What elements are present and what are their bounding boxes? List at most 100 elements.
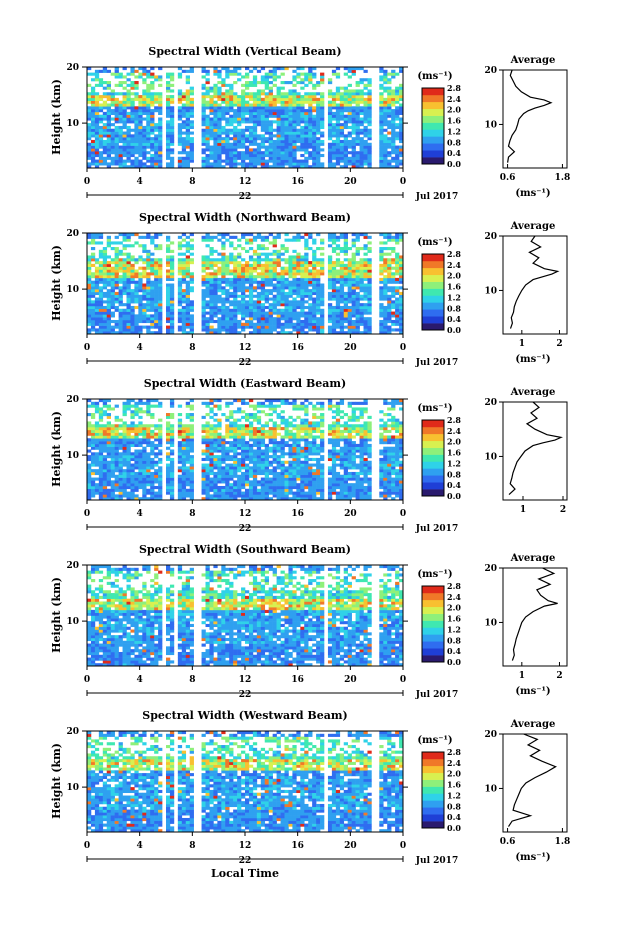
heatmap-cell: [87, 142, 92, 146]
heatmap-cell: [158, 100, 163, 104]
heatmap-cell: [146, 303, 151, 307]
heatmap-cell: [90, 311, 96, 315]
heatmap-cell: [154, 139, 159, 144]
heatmap-cell: [169, 471, 175, 476]
heatmap-cell: [308, 125, 313, 130]
heatmap-cell: [312, 106, 317, 110]
heatmap-cell: [260, 277, 266, 281]
heatmap-cell: [181, 480, 187, 484]
heatmap-cell: [399, 328, 404, 332]
heatmap-cell: [316, 317, 321, 321]
heatmap-cell: [304, 261, 309, 265]
heatmap-cell: [351, 238, 356, 242]
heatmap-cell: [177, 497, 183, 501]
heatmap-cell: [320, 241, 325, 245]
heatmap-cell: [126, 457, 131, 462]
heatmap-cell: [114, 117, 119, 121]
heatmap-cell: [134, 69, 139, 73]
heatmap-cell: [284, 137, 289, 141]
heatmap-cell: [387, 308, 392, 312]
heatmap-cell: [335, 305, 341, 310]
heatmap-cell: [110, 145, 115, 149]
heatmap-cell: [233, 261, 238, 265]
heatmap-cell: [399, 255, 404, 259]
heatmap-cell: [102, 466, 108, 470]
heatmap-cell: [229, 294, 234, 298]
heatmap-cell: [327, 305, 333, 310]
heatmap-cell: [320, 114, 325, 118]
heatmap-cell: [241, 266, 246, 270]
heatmap-cell: [292, 238, 297, 242]
heatmap-cell: [347, 289, 352, 293]
heatmap-cell: [260, 305, 266, 310]
heatmap-cell: [379, 294, 384, 298]
heatmap-cell: [110, 72, 115, 76]
heatmap-cell: [399, 233, 404, 237]
heatmap-cell: [217, 283, 222, 287]
heatmap-cell: [229, 117, 234, 121]
heatmap-cell: [237, 319, 242, 324]
heatmap-cell: [201, 483, 206, 487]
heatmap-cell: [138, 466, 143, 470]
heatmap-cell: [114, 277, 119, 281]
heatmap-cell: [335, 294, 341, 298]
heatmap-cell: [248, 266, 254, 270]
heatmap-cell: [154, 308, 159, 312]
heatmap-cell: [126, 483, 131, 487]
heatmap-cell: [201, 308, 206, 312]
heatmap-cell: [90, 457, 96, 462]
heatmap-cell: [142, 319, 147, 324]
heatmap-cell: [114, 291, 119, 296]
heatmap-cell: [229, 89, 234, 93]
heatmap-cell: [138, 415, 143, 419]
heatmap-cell: [166, 435, 171, 439]
heatmap-cell: [387, 142, 392, 146]
heatmap-cell: [276, 117, 281, 121]
heatmap-cell: [138, 325, 143, 329]
heatmap-cell: [189, 449, 194, 453]
heatmap-cell: [181, 156, 187, 160]
x-tick-label: 0: [84, 177, 90, 187]
heatmap-cell: [169, 474, 175, 478]
heatmap-cell: [98, 452, 104, 456]
heatmap-cell: [312, 139, 317, 144]
heatmap-cell: [106, 269, 111, 273]
heatmap-cell: [300, 142, 305, 146]
heatmap-cell: [154, 78, 159, 82]
heatmap-cell: [177, 466, 183, 470]
heatmap-cell: [154, 297, 159, 301]
heatmap-cell: [98, 300, 104, 304]
heatmap-cell: [142, 289, 147, 293]
heatmap-cell: [102, 261, 108, 265]
heatmap-cell: [300, 325, 305, 329]
heatmap-cell: [110, 275, 115, 279]
heatmap-cell: [169, 106, 175, 110]
heatmap-cell: [146, 145, 151, 149]
heatmap-cell: [308, 303, 313, 307]
heatmap-cell: [142, 474, 147, 478]
heatmap-cell: [213, 159, 218, 163]
heatmap-cell: [154, 311, 159, 315]
heatmap-cell: [248, 289, 254, 293]
heatmap-cell: [142, 275, 147, 279]
heatmap-cell: [90, 106, 96, 110]
heatmap-cell: [383, 139, 388, 144]
heatmap-cell: [181, 441, 187, 445]
heatmap-cell: [316, 97, 321, 101]
heatmap-cell: [280, 322, 285, 326]
heatmap-cell: [327, 297, 333, 301]
heatmap-cell: [185, 474, 190, 478]
colorbar-swatch: [422, 302, 444, 310]
heatmap-cell: [387, 89, 392, 93]
heatmap-cell: [122, 455, 127, 459]
heatmap-cell: [296, 162, 301, 166]
heatmap-cell: [169, 441, 175, 445]
heatmap-cell: [300, 263, 305, 267]
heatmap-cell: [102, 283, 108, 287]
heatmap-cell: [387, 78, 392, 82]
heatmap-cell: [399, 134, 404, 138]
heatmap-cell: [379, 125, 384, 130]
heatmap-cell: [327, 142, 333, 146]
heatmap-cell: [359, 272, 364, 276]
